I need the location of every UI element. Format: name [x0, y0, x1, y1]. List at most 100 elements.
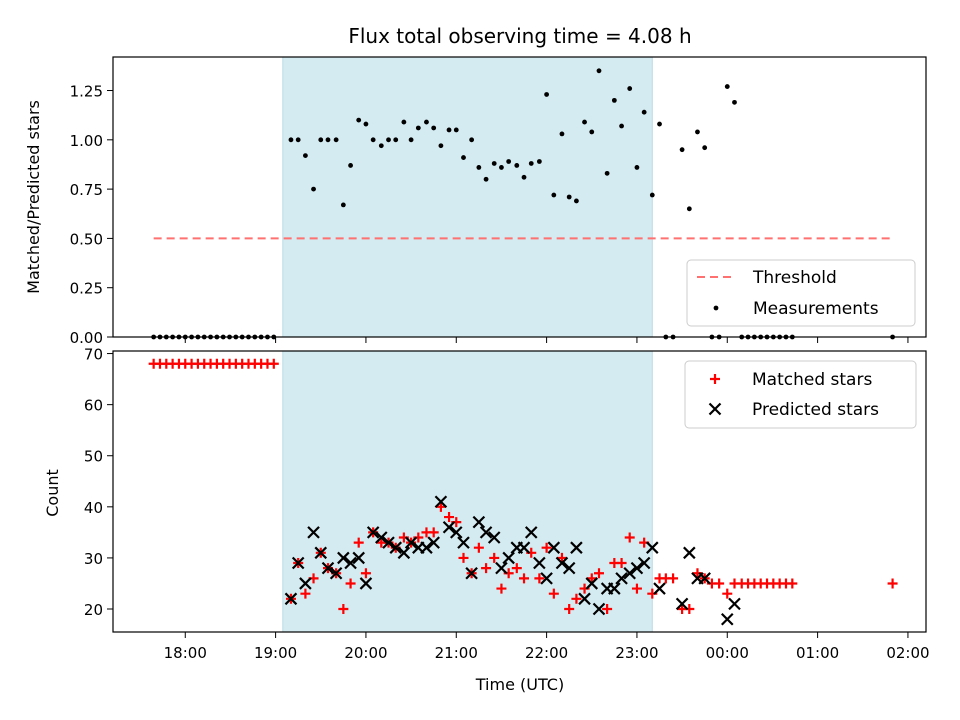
x-tick-label: 23:00 [615, 644, 658, 662]
measurement-point [619, 123, 624, 129]
matched-star-point [668, 573, 679, 584]
predicted-star-point [375, 531, 388, 544]
measurement-point [634, 165, 640, 170]
x-axis-label: Time (UTC) [475, 675, 564, 694]
measurement-point [627, 86, 633, 91]
count-y-tick-label: 60 [84, 397, 103, 415]
ratio-y-tick-label: 0.00 [70, 329, 103, 347]
matched-star-point [624, 532, 635, 543]
predicted-star-point [675, 597, 689, 611]
ratio-plot-frame [112, 56, 927, 338]
ratio-y-tick-label: 1.00 [70, 132, 103, 150]
count-y-tick-label: 20 [84, 601, 103, 619]
predicted-star-point [337, 551, 350, 565]
x-tick-label: 18:00 [164, 644, 207, 662]
matched-star-point [360, 568, 371, 579]
measurement-point [295, 137, 301, 143]
predicted-star-point [404, 536, 418, 549]
measurement-point [325, 137, 331, 143]
x-tick-label: 00:00 [706, 644, 749, 662]
legend-threshold-label: Threshold [752, 268, 837, 288]
count-y-axis-label: Count [43, 469, 62, 517]
measurement-point [386, 137, 391, 143]
measurement-point [393, 137, 399, 143]
measurement-point [415, 125, 421, 131]
measurement-point [596, 68, 602, 74]
measurement-point [446, 127, 452, 133]
measurement-point [491, 161, 497, 166]
matched-star-point [519, 573, 530, 584]
matched-star-point [602, 604, 613, 615]
x-tick-label: 19:00 [254, 644, 297, 662]
measurement-point [318, 137, 324, 143]
predicted-star-point [449, 526, 463, 539]
measurement-point [574, 198, 579, 204]
x-tick-label: 21:00 [435, 644, 478, 662]
predicted-star-point [344, 556, 357, 570]
predicted-star-point [570, 541, 583, 554]
ratio-y-tick-label: 0.25 [70, 280, 103, 298]
predicted-star-point [434, 495, 448, 508]
matched-star-point [458, 552, 469, 563]
matched-star-point [586, 573, 597, 584]
ratio-legend-box [686, 259, 916, 327]
matched-star-point [714, 578, 725, 589]
x-tick-label: 01:00 [796, 644, 839, 662]
count-plot-frame [112, 350, 927, 633]
ratio-y-tick-label: 0.75 [70, 181, 103, 199]
measurement-point [551, 192, 557, 198]
predicted-star-point [502, 551, 515, 565]
measurement-point [469, 137, 475, 143]
measurement-point [408, 137, 414, 143]
predicted-star-point [524, 526, 538, 539]
measurement-point [378, 143, 384, 149]
measurement-point [657, 121, 662, 127]
measurement-point [424, 119, 429, 125]
ratio-observing-window [282, 56, 653, 338]
predicted-star-point [540, 572, 553, 585]
predicted-star-point [329, 566, 343, 580]
measurement-point [528, 161, 534, 166]
measurement-point [363, 121, 369, 127]
measurement-point [356, 117, 362, 123]
measurement-point [559, 131, 565, 137]
legend-measurements-swatch [713, 305, 719, 311]
measurement-point [536, 159, 542, 164]
matched-star-point [345, 578, 356, 589]
predicted-star-point [578, 592, 591, 606]
predicted-star-point [352, 551, 365, 565]
predicted-star-point [457, 536, 470, 549]
measurement-point [514, 163, 520, 168]
ratio-y-axis-label: Matched/Predicted stars [24, 100, 43, 294]
predicted-star-point [592, 602, 606, 616]
matched-star-point [511, 563, 522, 574]
predicted-star-point [359, 577, 373, 590]
measurement-point [401, 119, 407, 125]
x-tick-label: 20:00 [344, 644, 387, 662]
ratio-y-tick-label: 0.50 [70, 230, 103, 248]
count-y-tick-label: 40 [84, 499, 103, 517]
measurement-point [431, 125, 437, 131]
predicted-star-point [630, 561, 644, 575]
predicted-star-point [284, 592, 298, 606]
ratio-panel: 0.00 0.25 0.50 0.75 1.00 1.25 Threshold Measure… [70, 56, 927, 347]
predicted-star-point [608, 582, 621, 595]
predicted-star-point [382, 536, 395, 549]
measurement-point [544, 92, 549, 97]
predicted-star-point [472, 515, 486, 529]
predicted-star-point [517, 541, 531, 554]
matched-star-point [787, 578, 798, 589]
matched-star-point [444, 512, 455, 523]
measurement-point [724, 84, 730, 89]
matched-star-point [571, 593, 582, 604]
measurement-point [641, 109, 647, 115]
measurement-point [288, 137, 294, 143]
predicted-star-point [555, 556, 569, 570]
matched-star-point [489, 552, 500, 563]
measurement-point [333, 137, 339, 143]
matched-star-point [534, 573, 545, 584]
predicted-star-point [495, 561, 508, 575]
measurement-point [438, 143, 444, 149]
predicted-star-point [720, 612, 734, 626]
